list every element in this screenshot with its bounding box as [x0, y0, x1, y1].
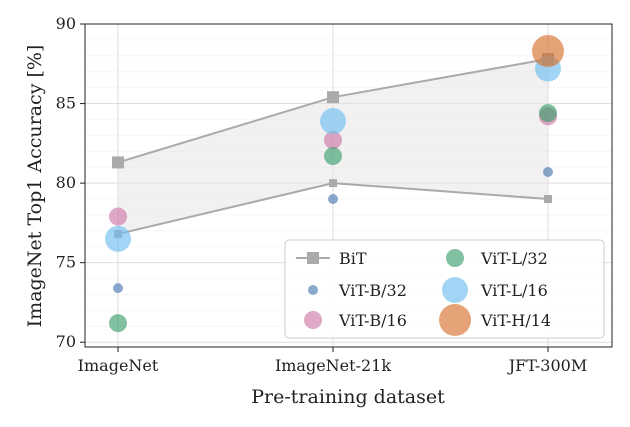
point-vit-b-16 — [324, 131, 342, 150]
legend-marker-vit-h-14 — [439, 304, 471, 336]
x-axis-label: Pre-training dataset — [251, 386, 445, 408]
point-vit-l-32 — [539, 104, 557, 123]
y-axis-label: ImageNet Top1 Accuracy [%] — [24, 45, 46, 328]
x-tick-label: ImageNet-21k — [275, 356, 391, 375]
x-axis-ticks: ImageNet ImageNet-21k JFT-300M — [78, 347, 587, 375]
legend-label-vit-b-32: ViT-B/32 — [338, 281, 407, 300]
y-tick-label: 80 — [56, 173, 76, 192]
point-vit-b-16 — [109, 207, 127, 226]
bit-upper-marker — [112, 156, 124, 169]
point-vit-b-32 — [328, 194, 338, 205]
x-tick-label: JFT-300M — [507, 356, 587, 375]
y-tick-label: 75 — [56, 253, 76, 272]
legend-bit-marker — [307, 252, 319, 264]
legend-label-vit-h-14: ViT-H/14 — [480, 311, 551, 330]
y-tick-label: 70 — [56, 332, 76, 351]
point-vit-l-32 — [324, 147, 342, 166]
bit-lower-marker — [329, 179, 337, 188]
legend-label-vit-l-16: ViT-L/16 — [480, 281, 548, 300]
point-vit-l-16 — [105, 225, 131, 252]
legend-marker-vit-l-32 — [446, 249, 464, 267]
y-axis-ticks: 70 75 80 85 90 — [56, 14, 85, 351]
point-vit-b-32 — [543, 166, 553, 177]
point-vit-l-16 — [320, 108, 346, 135]
bit-upper-marker — [327, 91, 339, 104]
legend-marker-vit-b-16 — [304, 311, 322, 329]
plot-frame — [84, 23, 613, 348]
legend-label-bit: BiT — [339, 249, 367, 268]
point-vit-b-32 — [113, 283, 123, 294]
legend-label-vit-b-16: ViT-B/16 — [338, 311, 407, 330]
y-tick-label: 85 — [56, 94, 76, 113]
legend: BiT ViT-B/32 ViT-B/16 ViT-L/32 ViT-L/16 ViT-H… — [284, 239, 605, 339]
point-vit-l-32 — [109, 314, 127, 333]
y-tick-label: 90 — [56, 14, 76, 33]
x-tick-label: ImageNet — [78, 356, 159, 375]
data-points — [105, 35, 564, 333]
bit-lower-marker — [544, 195, 552, 204]
legend-marker-vit-l-16 — [442, 277, 468, 303]
legend-label-vit-l-32: ViT-L/32 — [480, 249, 548, 268]
point-vit-h-14 — [532, 35, 564, 68]
legend-marker-vit-b-32 — [308, 285, 318, 295]
